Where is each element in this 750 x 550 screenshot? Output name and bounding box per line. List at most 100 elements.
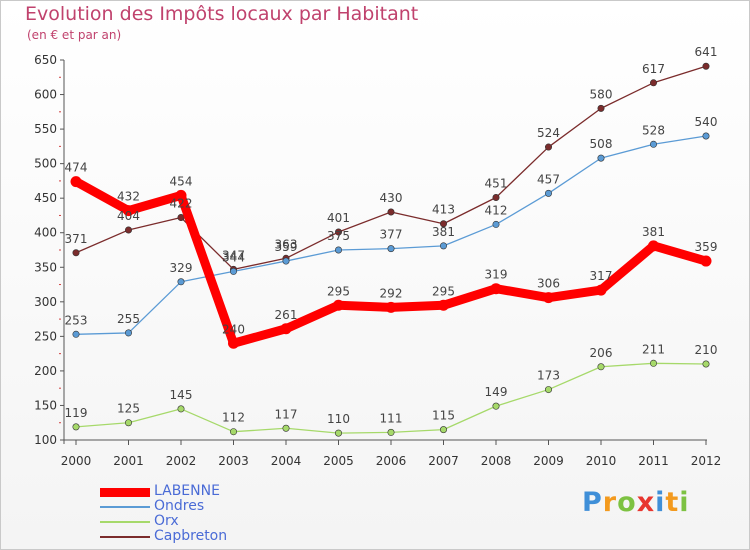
data-label-capbreton: 413	[432, 203, 455, 217]
data-label-orx: 145	[170, 388, 193, 402]
data-point-ondres	[72, 330, 80, 338]
data-point-ondres	[334, 246, 342, 254]
data-label-orx: 149	[485, 385, 508, 399]
data-point-capbreton	[439, 220, 447, 228]
data-point-capbreton	[177, 214, 185, 222]
data-point-ondres	[387, 245, 395, 253]
x-tick-label: 2000	[61, 454, 92, 468]
data-label-ondres: 540	[695, 115, 718, 129]
data-label-orx: 112	[222, 411, 245, 425]
data-label-ondres: 381	[432, 225, 455, 239]
data-label-labenne: 474	[65, 161, 88, 175]
data-label-ondres: 528	[642, 123, 665, 137]
data-label-labenne: 292	[380, 286, 403, 300]
y-tick-label: 300	[34, 295, 57, 309]
x-tick-label: 2008	[481, 454, 512, 468]
data-point-labenne	[280, 323, 292, 335]
y-tick-label: 600	[34, 88, 57, 102]
data-label-orx: 117	[275, 407, 298, 421]
data-label-ondres: 375	[327, 229, 350, 243]
data-point-orx	[177, 405, 185, 413]
data-point-labenne	[438, 299, 449, 311]
legend-swatch	[100, 487, 150, 497]
data-point-capbreton	[72, 249, 80, 257]
data-point-labenne	[175, 189, 187, 201]
data-label-ondres: 253	[65, 313, 88, 327]
data-label-ondres: 508	[590, 137, 613, 151]
data-label-capbreton: 422	[170, 197, 193, 211]
data-point-orx	[597, 363, 605, 371]
y-tick-label: 200	[34, 364, 57, 378]
data-point-orx	[334, 429, 342, 437]
data-point-orx	[125, 419, 133, 427]
data-label-orx: 115	[432, 409, 455, 423]
data-label-capbreton: 430	[380, 191, 403, 205]
data-point-orx	[282, 424, 290, 432]
x-tick-label: 2006	[376, 454, 407, 468]
x-tick-label: 2004	[271, 454, 302, 468]
data-point-ondres	[702, 132, 710, 140]
y-tick-label: 400	[34, 226, 57, 240]
data-label-orx: 119	[65, 406, 88, 420]
data-point-ondres	[439, 242, 447, 250]
data-label-labenne: 454	[170, 174, 193, 188]
data-point-capbreton	[387, 208, 395, 216]
data-label-labenne: 432	[117, 190, 140, 204]
data-point-ondres	[544, 189, 552, 197]
data-point-orx	[702, 360, 710, 368]
data-label-ondres: 457	[537, 172, 560, 186]
data-point-ondres	[649, 140, 657, 148]
data-label-orx: 125	[117, 402, 140, 416]
line-chart: 100 150 200 250 300 350 400 450 500 550 600 650 2000…	[34, 45, 722, 468]
data-point-labenne	[70, 176, 82, 188]
data-point-orx	[387, 428, 395, 436]
data-label-capbreton: 617	[642, 62, 665, 76]
data-point-labenne	[333, 299, 344, 311]
data-label-capbreton: 524	[537, 126, 560, 140]
data-point-ondres	[230, 267, 238, 275]
chart-title: Evolution des Impôts locaux par Habitant	[25, 3, 419, 25]
data-point-labenne	[595, 284, 607, 296]
data-point-capbreton	[702, 62, 710, 70]
data-point-labenne	[648, 240, 659, 252]
data-point-orx	[439, 426, 447, 434]
legend-swatch	[100, 521, 150, 523]
data-label-orx: 111	[380, 411, 403, 425]
data-point-ondres	[177, 278, 185, 286]
data-label-labenne: 261	[275, 308, 298, 322]
legend-swatch	[100, 536, 150, 538]
data-point-capbreton	[649, 79, 657, 87]
data-label-ondres: 359	[275, 240, 298, 254]
y-tick-label: 550	[34, 122, 57, 136]
data-label-labenne: 359	[695, 240, 718, 254]
data-point-capbreton	[492, 193, 500, 201]
data-point-orx	[544, 386, 552, 394]
data-label-capbreton: 580	[590, 87, 613, 101]
x-tick-label: 2003	[218, 454, 249, 468]
y-tick-label: 650	[34, 53, 57, 67]
x-tick-label: 2002	[166, 454, 197, 468]
data-point-capbreton	[125, 226, 133, 234]
data-point-ondres	[597, 154, 605, 162]
data-point-capbreton	[334, 228, 342, 236]
data-point-ondres	[125, 329, 133, 337]
data-label-orx: 110	[327, 412, 350, 426]
data-label-labenne: 240	[222, 322, 245, 336]
x-tick-label: 2005	[323, 454, 354, 468]
data-label-orx: 210	[695, 343, 718, 357]
y-tick-label: 150	[34, 398, 57, 412]
data-label-labenne: 295	[432, 284, 455, 298]
data-label-capbreton: 363	[275, 237, 298, 251]
data-point-capbreton	[544, 143, 552, 151]
data-label-labenne: 295	[327, 284, 350, 298]
data-label-capbreton: 347	[222, 248, 245, 262]
data-label-labenne: 317	[590, 269, 613, 283]
data-label-ondres: 344	[222, 250, 245, 264]
x-tick-label: 2012	[691, 454, 722, 468]
data-label-orx: 211	[642, 342, 665, 356]
data-point-labenne	[700, 255, 712, 267]
data-label-labenne: 319	[485, 268, 508, 282]
data-label-ondres: 377	[380, 228, 403, 242]
data-label-labenne: 381	[642, 225, 665, 239]
data-point-orx	[230, 428, 238, 436]
